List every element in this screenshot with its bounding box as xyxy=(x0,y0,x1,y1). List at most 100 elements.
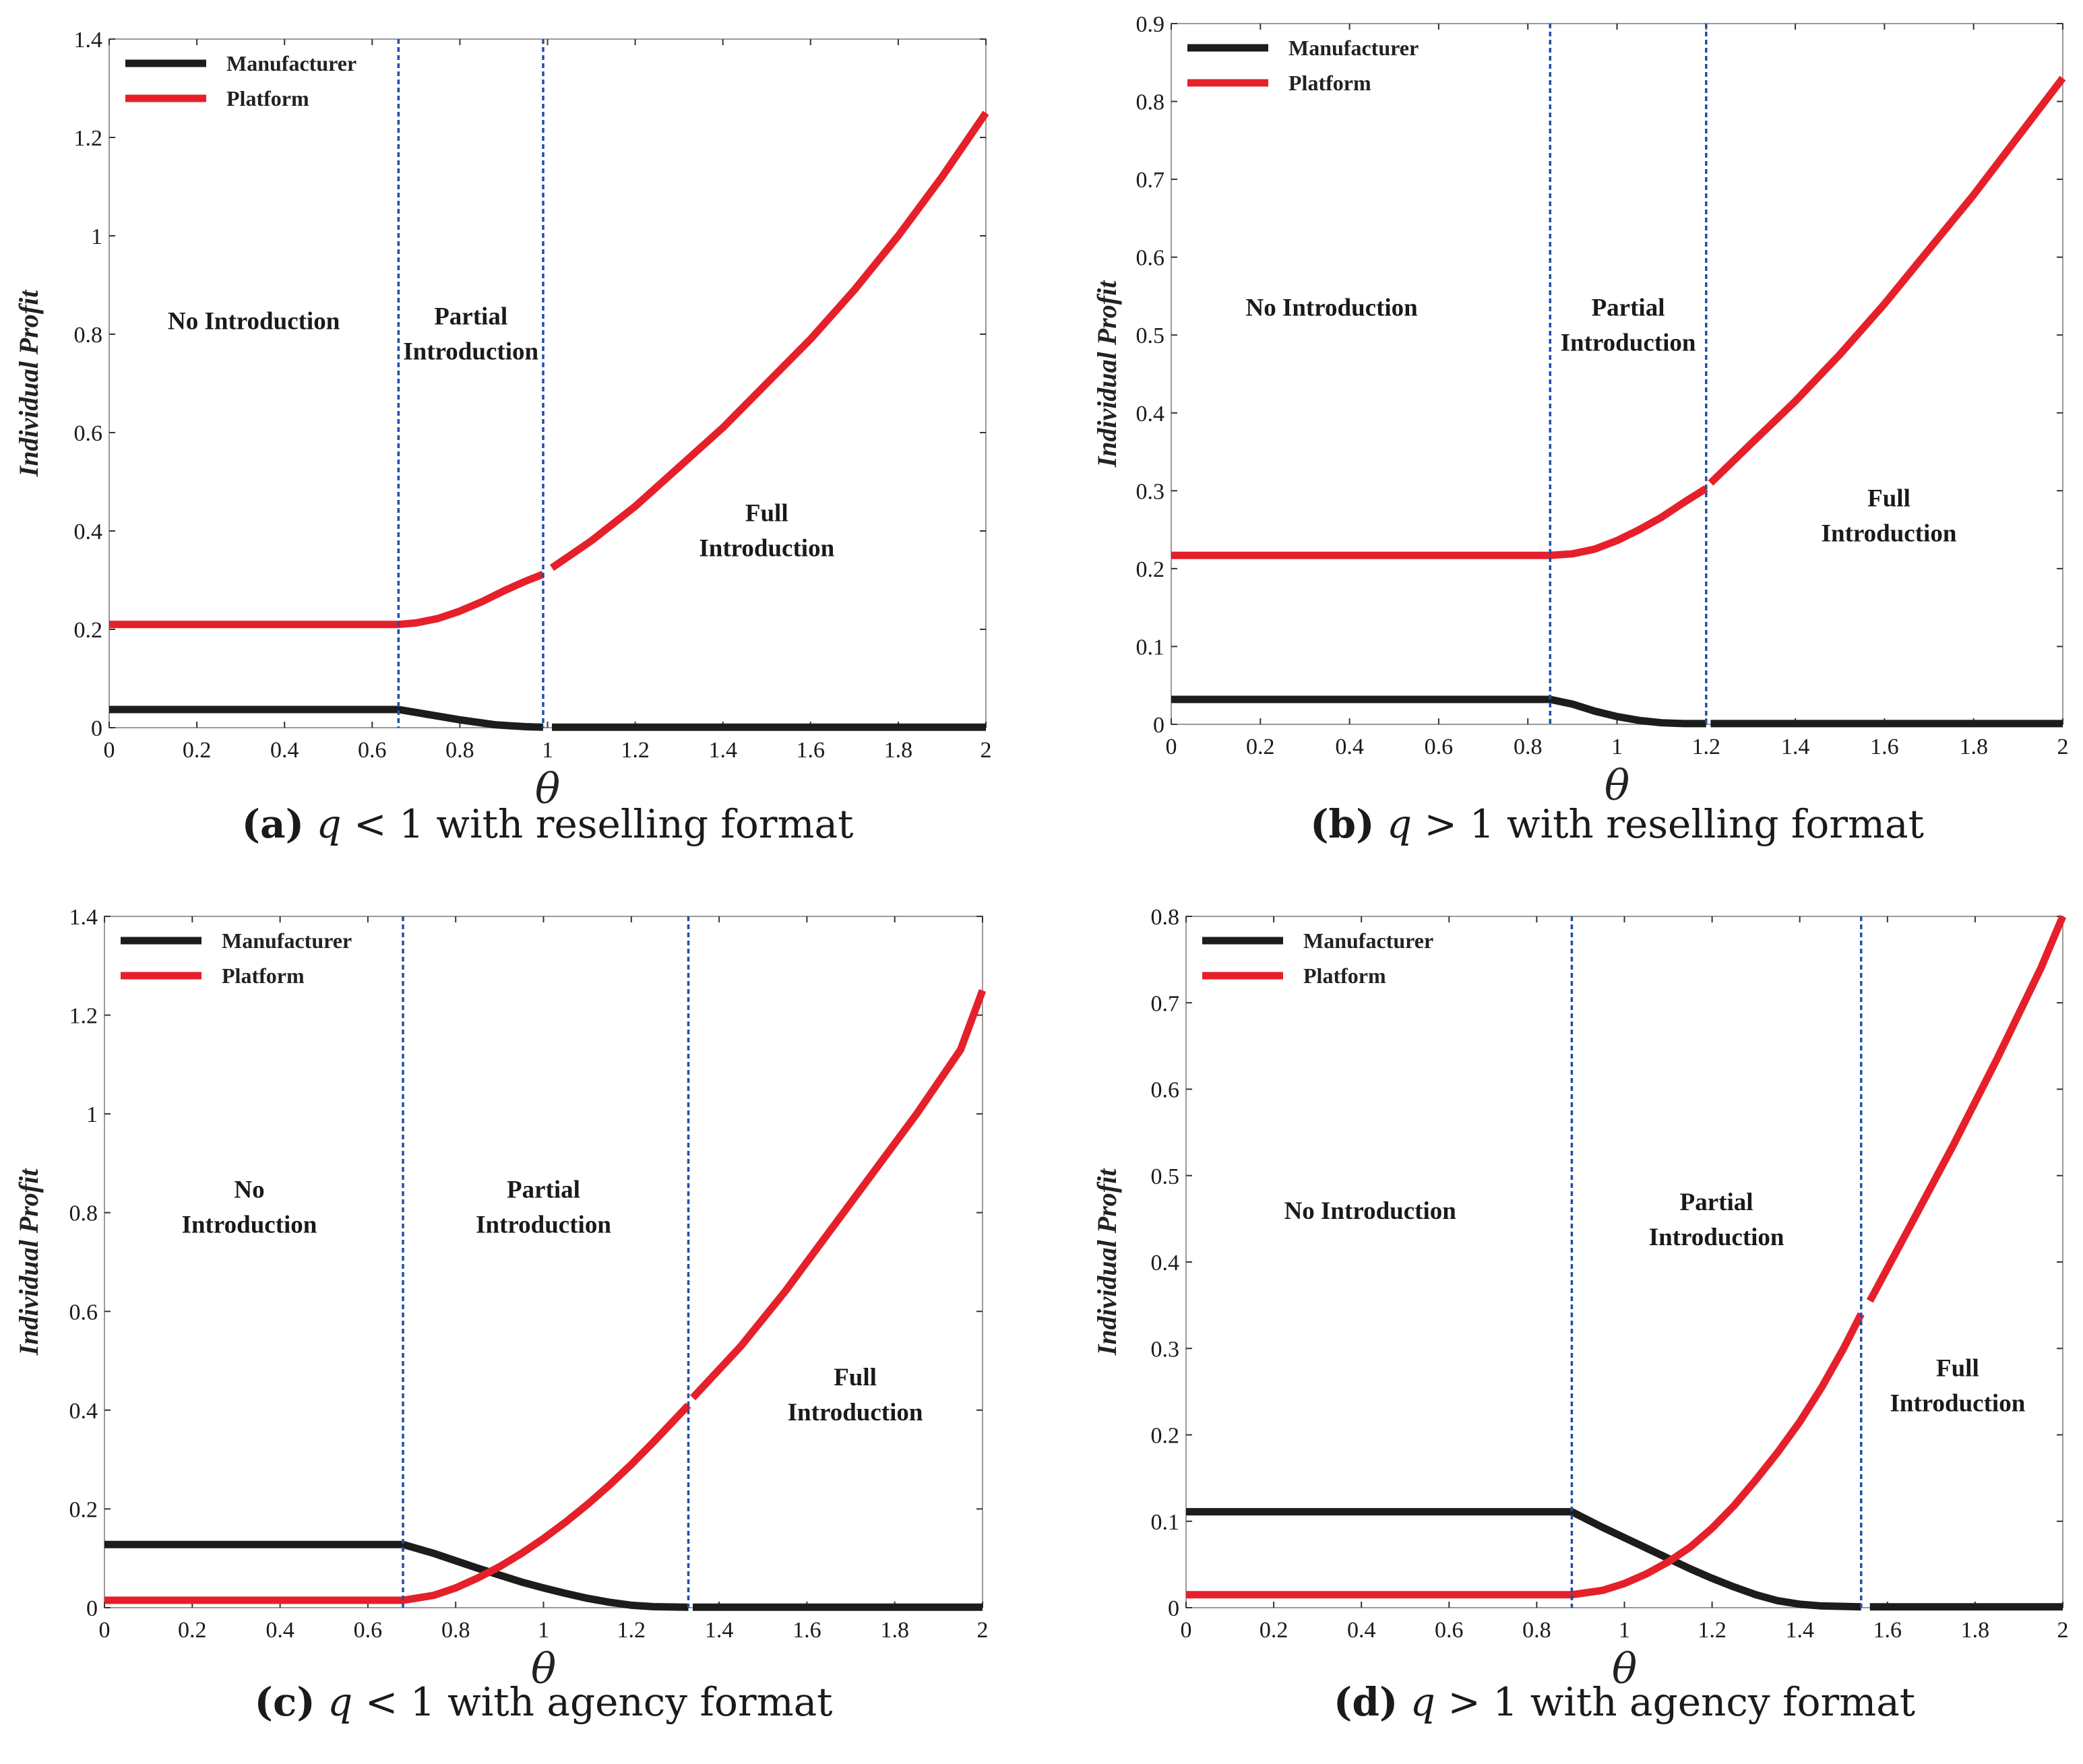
x-tick-label: 1.8 xyxy=(880,1618,909,1643)
region-label-line: No Introduction xyxy=(168,308,340,336)
legend-label: Platform xyxy=(226,86,309,111)
chart-b: 0 0.1 0.2 0.3 0.4 0.5 0.6 0.7 0.8 0.9 0 0.2 0.4 0.6 0.… xyxy=(1092,12,2069,847)
legend-label: Manufacturer xyxy=(1288,36,1419,60)
region-label-line: Introduction xyxy=(403,338,538,365)
y-tick-label: 0.8 xyxy=(69,1201,98,1226)
caption-space xyxy=(1398,1679,1410,1725)
caption-letter: (c) xyxy=(255,1679,315,1725)
region-label: Full Introduction xyxy=(788,1364,923,1426)
platform-line xyxy=(1171,485,1708,559)
y-tick-label: 0.5 xyxy=(1151,1164,1180,1189)
y-tick-label: 0.3 xyxy=(1136,479,1165,504)
chart-c: 0 0.2 0.4 0.6 0.8 1 1.2 1.4 0 0.2 0.4 0.6 0.8 1 1.2 1.4… xyxy=(13,905,989,1725)
legend-label: Manufacturer xyxy=(222,928,352,953)
platform-line xyxy=(549,111,989,571)
region-label-line: Introduction xyxy=(182,1211,317,1239)
y-tick-label: 0.6 xyxy=(69,1300,98,1325)
x-tick-label: 2 xyxy=(981,738,992,763)
x-tick-label: 0.6 xyxy=(1435,1618,1464,1643)
x-tick-label: 2 xyxy=(2057,734,2069,759)
y-tick-label: 0 xyxy=(1168,1596,1179,1621)
x-tick-label: 0.4 xyxy=(270,738,299,763)
region-label-line: Full xyxy=(1867,484,1910,512)
y-tick-label: 0.2 xyxy=(69,1497,98,1522)
y-tick-label: 1.4 xyxy=(69,905,98,930)
y-tick-label: 0.2 xyxy=(1136,557,1165,582)
region-label-line: Introduction xyxy=(1649,1224,1784,1251)
caption-letter: (d) xyxy=(1334,1679,1398,1725)
region-label-line: No xyxy=(234,1176,264,1204)
legend-label: Platform xyxy=(1288,71,1371,95)
region-label-line: Introduction xyxy=(1822,519,1957,547)
y-tick-label: 1 xyxy=(91,224,102,249)
legend: Manufacturer Platform xyxy=(121,928,352,988)
x-tick-label: 2 xyxy=(2057,1618,2069,1643)
x-tick-label: 1.4 xyxy=(708,738,737,763)
y-tick-label: 0.4 xyxy=(69,1399,98,1424)
region-label-line: Full xyxy=(834,1364,877,1391)
x-tick-label: 1.4 xyxy=(705,1618,734,1643)
region-label-line: Partial xyxy=(1592,294,1665,321)
x-tick-label: 0.8 xyxy=(441,1618,470,1643)
region-label: Full Introduction xyxy=(1822,484,1957,547)
caption-description: < 1 with reselling format xyxy=(354,801,853,847)
y-tick-label: 0 xyxy=(1153,713,1164,738)
region-label: Partial Introduction xyxy=(476,1176,611,1239)
y-tick-label: 0.6 xyxy=(1136,246,1165,271)
y-tick-label: 0.2 xyxy=(1151,1424,1180,1449)
x-axis-label: θ xyxy=(1605,761,1629,810)
y-tick-label: 0.1 xyxy=(1136,635,1165,660)
x-tick-label: 0.4 xyxy=(1335,734,1364,759)
caption: (c) q < 1 with agency format xyxy=(255,1679,833,1725)
x-tick-label: 0.4 xyxy=(1347,1618,1376,1643)
region-label-line: Introduction xyxy=(699,534,834,562)
y-tick-label: 1.2 xyxy=(74,126,103,151)
x-tick-label: 0.2 xyxy=(1260,1618,1288,1643)
caption-letter: (b) xyxy=(1310,801,1374,847)
y-tick-label: 0.6 xyxy=(1151,1078,1180,1103)
region-label: Partial Introduction xyxy=(403,303,538,365)
x-tick-label: 0.2 xyxy=(1246,734,1275,759)
x-tick-label: 1.6 xyxy=(1873,1618,1902,1643)
manufacturer-line xyxy=(1171,695,1706,728)
x-tick-label: 1.8 xyxy=(884,738,913,763)
region-label-line: No Introduction xyxy=(1245,294,1418,321)
caption-variable: q xyxy=(1387,801,1412,847)
x-tick-label: 0.2 xyxy=(183,738,212,763)
x-tick-label: 1.6 xyxy=(797,738,826,763)
region-label: Full Introduction xyxy=(1890,1354,2025,1417)
region-label: No Introduction xyxy=(1284,1197,1457,1225)
caption: (a) q < 1 with reselling format xyxy=(242,801,854,847)
region-label-line: Partial xyxy=(434,303,507,330)
region-label: No Introduction xyxy=(168,308,340,336)
x-tick-label: 1.8 xyxy=(1961,1618,1990,1643)
y-tick-label: 0.8 xyxy=(74,323,103,348)
x-tick-label: 0.6 xyxy=(358,738,387,763)
region-label: No Introduction xyxy=(1245,294,1418,321)
caption-variable: q xyxy=(316,801,341,847)
caption-letter: (a) xyxy=(242,801,304,847)
x-tick-label: 1.4 xyxy=(1785,1618,1814,1643)
region-label-line: Introduction xyxy=(788,1399,923,1426)
plot-frame xyxy=(1171,23,2063,725)
x-tick-label: 0.2 xyxy=(178,1618,207,1643)
legend: Manufacturer Platform xyxy=(1202,928,1433,988)
x-axis-label: θ xyxy=(535,764,560,813)
x-tick-label: 1 xyxy=(1619,1618,1630,1643)
x-tick-label: 1 xyxy=(542,738,553,763)
x-tick-label: 0 xyxy=(99,1618,111,1643)
region-label-line: Full xyxy=(745,499,788,527)
chart-a: 0 0.2 0.4 0.6 0.8 1 1.2 1.4 0 0.2 0.4 0.6 0.8 1 1.2 1.4… xyxy=(13,28,992,847)
y-tick-label: 0.7 xyxy=(1151,991,1180,1016)
legend-label: Platform xyxy=(1303,964,1386,988)
caption: (b) q > 1 with reselling format xyxy=(1310,801,1924,847)
region-label: Partial Introduction xyxy=(1649,1189,1784,1251)
y-tick-label: 1 xyxy=(86,1102,98,1127)
legend-label: Manufacturer xyxy=(1303,928,1433,953)
x-tick-label: 0.6 xyxy=(1425,734,1454,759)
platform-line xyxy=(689,989,987,1401)
region-label: No Introduction xyxy=(182,1176,317,1239)
caption-space xyxy=(1435,1679,1448,1725)
y-tick-label: 1.4 xyxy=(74,28,103,53)
